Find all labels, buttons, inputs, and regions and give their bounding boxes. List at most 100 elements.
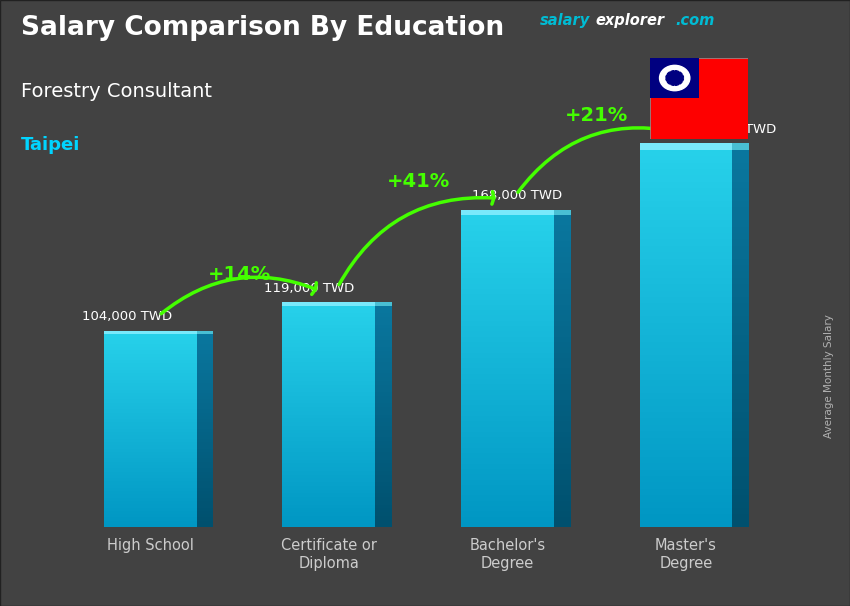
Bar <box>196 465 213 468</box>
Bar <box>461 316 554 321</box>
Bar <box>282 479 375 482</box>
Bar <box>196 413 213 416</box>
Bar <box>282 373 375 377</box>
Bar <box>554 390 570 395</box>
Bar <box>375 306 392 310</box>
Bar <box>282 404 375 407</box>
Bar <box>196 455 213 458</box>
Bar <box>196 425 213 429</box>
Bar <box>639 169 733 175</box>
Bar <box>461 337 554 342</box>
Bar <box>196 337 213 341</box>
Bar <box>282 430 375 433</box>
Bar <box>554 437 570 442</box>
Bar <box>375 433 392 437</box>
Bar <box>461 522 554 527</box>
Bar <box>639 489 733 495</box>
Bar <box>733 342 749 348</box>
Bar <box>554 231 570 236</box>
Bar <box>554 405 570 411</box>
Bar <box>282 313 375 317</box>
Bar <box>639 335 733 342</box>
Bar <box>733 182 749 188</box>
Bar <box>196 511 213 514</box>
Bar <box>733 214 749 220</box>
Bar <box>196 406 213 409</box>
Bar <box>461 358 554 363</box>
Bar <box>104 425 196 429</box>
Bar <box>104 370 196 373</box>
Bar <box>639 246 733 252</box>
Bar <box>375 400 392 404</box>
Bar <box>733 156 749 162</box>
Bar <box>375 302 392 306</box>
Bar <box>375 302 392 306</box>
Bar <box>733 431 749 438</box>
Bar <box>282 328 375 332</box>
Bar <box>554 374 570 379</box>
Bar <box>282 377 375 381</box>
Bar <box>733 259 749 265</box>
Bar <box>375 501 392 505</box>
Bar <box>554 299 570 305</box>
Bar <box>282 437 375 441</box>
Bar <box>104 518 196 521</box>
Bar <box>196 501 213 504</box>
Bar <box>375 404 392 407</box>
Bar <box>554 358 570 363</box>
Bar <box>104 337 196 341</box>
Bar <box>282 355 375 359</box>
Bar <box>461 247 554 252</box>
Bar <box>554 241 570 247</box>
Bar <box>639 387 733 393</box>
Bar <box>282 332 375 336</box>
Bar <box>733 144 749 150</box>
Bar <box>554 474 570 479</box>
Bar <box>375 422 392 426</box>
Bar <box>733 162 749 169</box>
FancyBboxPatch shape <box>650 58 699 98</box>
Bar <box>375 471 392 474</box>
Bar <box>733 195 749 201</box>
Bar <box>461 353 554 358</box>
Bar <box>461 474 554 479</box>
Text: 168,000 TWD: 168,000 TWD <box>472 189 562 202</box>
Bar <box>196 442 213 445</box>
Bar <box>461 374 554 379</box>
Bar <box>282 460 375 464</box>
Bar <box>104 436 196 439</box>
Text: .com: .com <box>676 13 715 28</box>
Bar <box>554 416 570 421</box>
Bar <box>375 388 392 392</box>
Bar <box>104 455 196 458</box>
Bar <box>196 514 213 518</box>
Bar <box>639 405 733 412</box>
Bar <box>196 376 213 380</box>
Bar <box>639 265 733 271</box>
Bar <box>282 448 375 452</box>
Bar <box>554 458 570 464</box>
Bar <box>639 252 733 259</box>
Bar <box>733 495 749 502</box>
Bar <box>461 501 554 506</box>
Bar <box>196 471 213 474</box>
Bar <box>461 421 554 427</box>
Bar <box>461 400 554 405</box>
Bar <box>733 297 749 304</box>
Bar <box>282 336 375 340</box>
Bar <box>733 144 749 150</box>
Bar <box>461 295 554 299</box>
Bar <box>104 357 196 360</box>
Bar <box>104 481 196 485</box>
Bar <box>554 490 570 496</box>
FancyBboxPatch shape <box>650 58 748 139</box>
Bar <box>375 381 392 385</box>
Polygon shape <box>678 84 685 90</box>
Bar <box>733 380 749 387</box>
Bar <box>733 412 749 419</box>
Bar <box>282 520 375 524</box>
Bar <box>375 328 392 332</box>
Bar <box>639 144 733 150</box>
Bar <box>196 367 213 370</box>
Bar <box>196 468 213 471</box>
